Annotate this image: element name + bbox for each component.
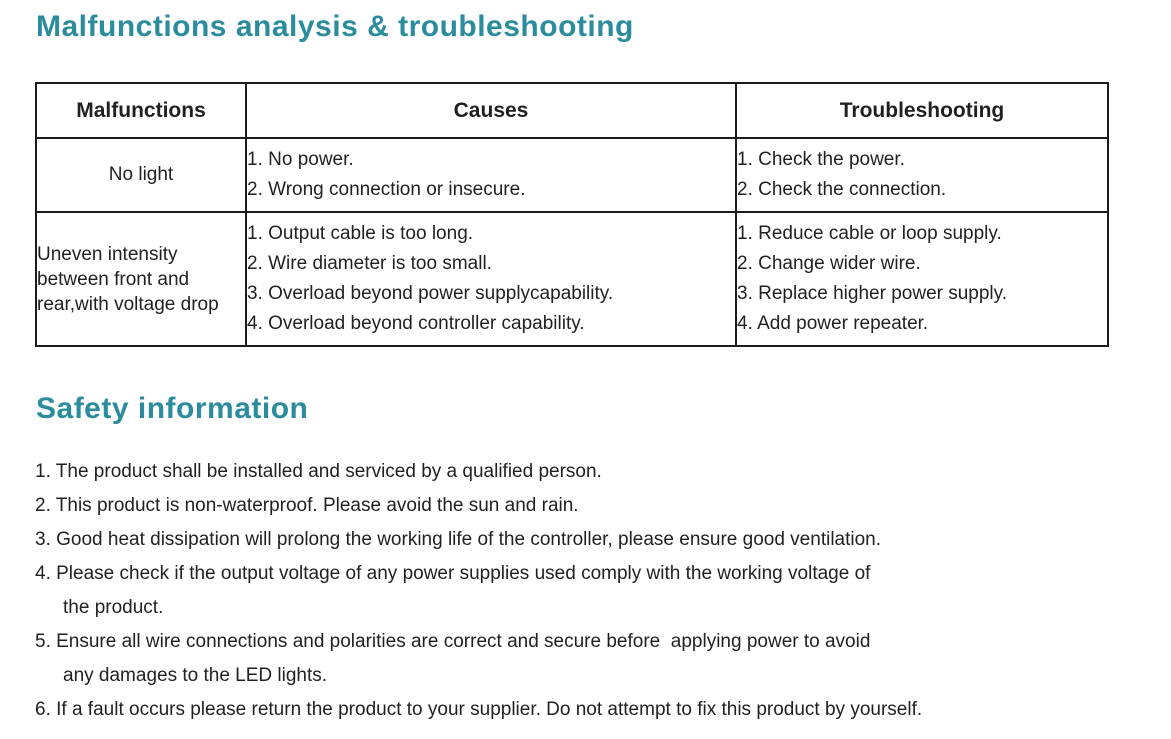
safety-item: 6. If a fault occurs please return the p… [35, 693, 1145, 727]
safety-item-line: 2. This product is non-waterproof. Pleas… [35, 495, 579, 516]
troubleshooting-table: Malfunctions Causes Troubleshooting No l… [35, 82, 1109, 347]
troubleshooting-section-title: Malfunctions analysis & troubleshooting [36, 10, 634, 43]
safety-item-line: any damages to the LED lights. [63, 665, 328, 686]
safety-item-line: 3. Good heat dissipation will prolong th… [35, 529, 882, 550]
malfunction-cell: No light [35, 137, 247, 213]
cell-line: 4. Overload beyond controller capability… [247, 313, 585, 334]
safety-item-line: 5. Ensure all wire connections and polar… [35, 631, 871, 652]
safety-item: 4. Please check if the output voltage of… [35, 557, 1145, 625]
causes-cell: 1. No power. 2. Wrong connection or inse… [245, 137, 737, 213]
column-header-troubleshooting: Troubleshooting [735, 82, 1109, 139]
cell-line: 1. Output cable is too long. [247, 223, 474, 244]
table-header-row: Malfunctions Causes Troubleshooting [35, 82, 1109, 139]
troubleshooting-cell: 1. Reduce cable or loop supply. 2. Chang… [735, 211, 1109, 347]
cell-line: 2. Wire diameter is too small. [247, 253, 492, 274]
causes-cell: 1. Output cable is too long. 2. Wire dia… [245, 211, 737, 347]
safety-item: 2. This product is non-waterproof. Pleas… [35, 489, 1145, 523]
cell-line: 2. Check the connection. [737, 179, 947, 200]
safety-item-line: 6. If a fault occurs please return the p… [35, 699, 923, 720]
safety-item-line: 1. The product shall be installed and se… [35, 461, 602, 482]
column-header-malfunctions: Malfunctions [35, 82, 247, 139]
table-row: No light 1. No power. 2. Wrong connectio… [35, 137, 1109, 213]
safety-item-line: 4. Please check if the output voltage of… [35, 563, 871, 584]
cell-line: 1. Reduce cable or loop supply. [737, 223, 1002, 244]
malfunction-cell: Uneven intensity between front and rear,… [35, 211, 247, 347]
safety-item-line: the product. [63, 597, 164, 618]
cell-line: 3. Overload beyond power supplycapabilit… [247, 283, 614, 304]
cell-line: 4. Add power repeater. [737, 313, 929, 334]
cell-line: 1. No power. [247, 149, 354, 170]
cell-line: 2. Wrong connection or insecure. [247, 179, 526, 200]
safety-section-title: Safety information [36, 392, 309, 425]
cell-line: 3. Replace higher power supply. [737, 283, 1008, 304]
safety-item: 3. Good heat dissipation will prolong th… [35, 523, 1145, 557]
table-row: Uneven intensity between front and rear,… [35, 211, 1109, 347]
safety-item: 1. The product shall be installed and se… [35, 455, 1145, 489]
cell-line: 1. Check the power. [737, 149, 905, 170]
troubleshooting-cell: 1. Check the power. 2. Check the connect… [735, 137, 1109, 213]
safety-item: 5. Ensure all wire connections and polar… [35, 625, 1145, 693]
column-header-causes: Causes [245, 82, 737, 139]
safety-list: 1. The product shall be installed and se… [35, 455, 1145, 727]
cell-line: 2. Change wider wire. [737, 253, 921, 274]
